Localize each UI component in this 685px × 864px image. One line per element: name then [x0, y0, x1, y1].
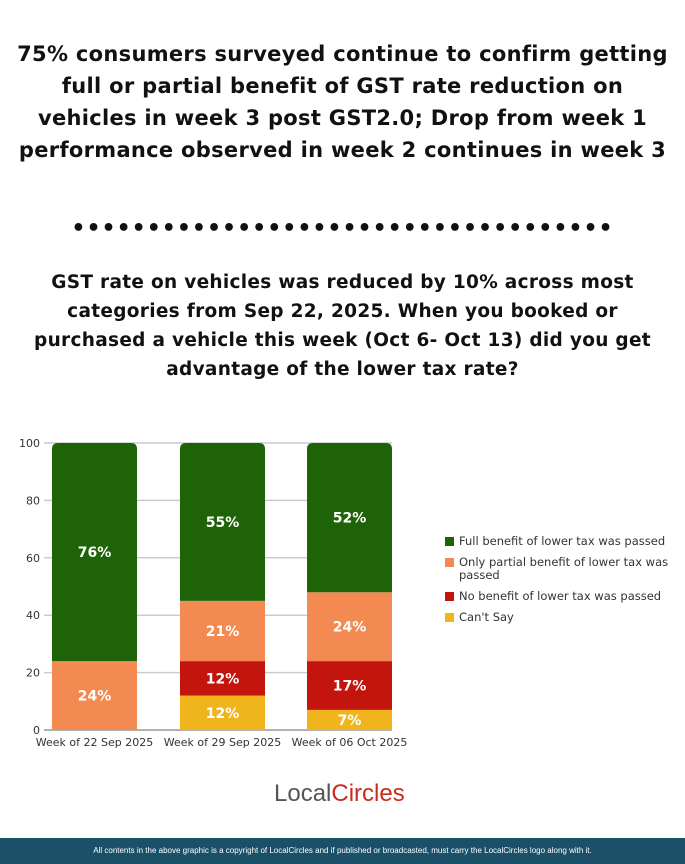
data-label: 12%	[206, 706, 240, 722]
bar-segment	[52, 661, 137, 730]
chart-legend: Full benefit of lower tax was passed Only…	[445, 535, 675, 632]
data-label: 52%	[333, 511, 367, 527]
bar-segment	[180, 443, 265, 601]
legend-item: Can't Say	[445, 611, 675, 624]
legend-swatch	[445, 613, 454, 622]
legend-label: Can't Say	[459, 610, 514, 624]
y-tick-label: 40	[26, 609, 40, 622]
bar-segment	[180, 695, 265, 730]
bar-segment	[180, 661, 265, 696]
legend-swatch	[445, 592, 454, 601]
y-tick-label: 100	[19, 437, 40, 450]
y-tick-label: 20	[26, 667, 40, 680]
localcircles-logo: LocalCircles	[274, 780, 405, 808]
legend-swatch	[445, 558, 454, 567]
survey-question: GST rate on vehicles was reduced by 10% …	[34, 272, 651, 380]
bar-segment	[307, 661, 392, 710]
data-label: 12%	[206, 671, 240, 687]
bar-segment	[180, 600, 265, 662]
x-tick-label: Week of 29 Sep 2025	[164, 736, 281, 749]
x-tick-label: Week of 06 Oct 2025	[292, 736, 408, 749]
dotted-separator: ••••••••••••••••••••••••••••••••••••	[71, 216, 614, 241]
data-label: 24%	[78, 689, 112, 705]
legend-label: Only partial benefit of lower tax was pa…	[459, 555, 669, 582]
y-tick-label: 0	[33, 724, 40, 737]
data-label: 76%	[78, 545, 112, 561]
y-tick-label: 60	[26, 552, 40, 565]
legend-item: No benefit of lower tax was passed	[445, 590, 675, 603]
legend-swatch	[445, 537, 454, 546]
bar-segment	[307, 592, 392, 662]
copyright-footer: All contents in the above graphic is a c…	[0, 838, 685, 864]
legend-item: Only partial benefit of lower tax was pa…	[445, 556, 675, 582]
data-label: 21%	[206, 624, 240, 640]
bar-segment	[307, 443, 392, 593]
legend-item: Full benefit of lower tax was passed	[445, 535, 675, 548]
data-label: 55%	[206, 515, 240, 531]
data-label: 24%	[333, 620, 367, 636]
bar-segment	[52, 443, 137, 662]
legend-label: No benefit of lower tax was passed	[459, 589, 662, 603]
logo-text-local: Local	[274, 780, 332, 807]
x-tick-label: Week of 22 Sep 2025	[36, 736, 153, 749]
y-tick-label: 80	[26, 494, 40, 507]
legend-label: Full benefit of lower tax was passed	[459, 534, 666, 548]
logo-text-circles: Circles	[331, 780, 405, 807]
bar-segment	[307, 709, 392, 730]
data-label: 17%	[333, 679, 367, 695]
data-label: 7%	[338, 713, 362, 729]
headline: 75% consumers surveyed continue to confi…	[17, 42, 668, 162]
